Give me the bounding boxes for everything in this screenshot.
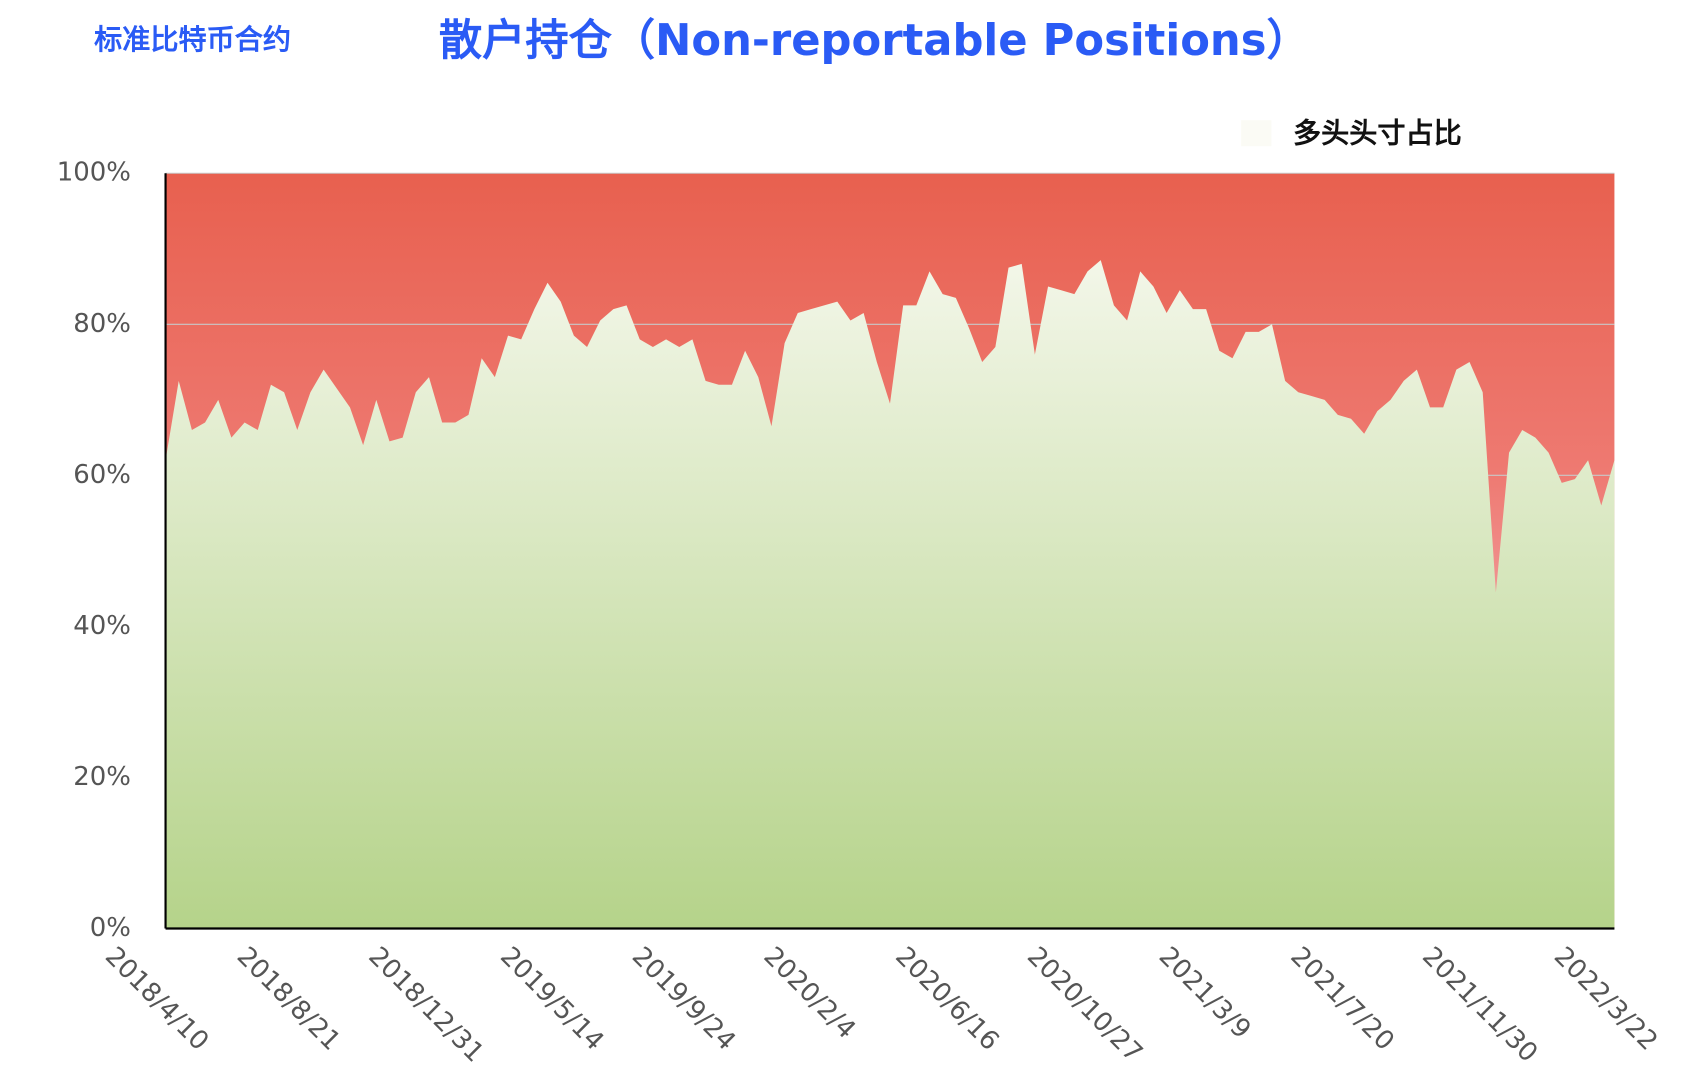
y-tick-label: 20% xyxy=(73,762,131,792)
y-tick-label: 60% xyxy=(73,460,131,490)
chart-title: 散户持仓（Non-reportable Positions） xyxy=(439,16,1310,66)
y-tick-label: 0% xyxy=(90,913,131,943)
x-tick-label: 2021/11/30 xyxy=(1416,941,1543,1068)
x-tick-label: 2020/10/27 xyxy=(1021,941,1148,1068)
x-tick-label: 2018/12/31 xyxy=(362,941,489,1068)
x-tick-label: 2020/2/4 xyxy=(758,941,862,1045)
area xyxy=(165,260,1615,929)
x-tick-label: 2021/7/20 xyxy=(1284,941,1399,1056)
legend-swatch xyxy=(1241,120,1272,147)
x-tick-label: 2020/6/16 xyxy=(889,941,1004,1056)
y-tick-label: 100% xyxy=(57,158,131,188)
x-tick-label: 2021/3/9 xyxy=(1153,941,1257,1045)
y-tick-label: 80% xyxy=(73,309,131,339)
x-tick-label: 2022/3/22 xyxy=(1548,941,1663,1056)
x-tick-label: 2019/9/24 xyxy=(626,941,741,1056)
x-tick-label: 2018/8/21 xyxy=(231,941,346,1056)
y-tick-label: 40% xyxy=(73,611,131,641)
x-tick-label: 2018/4/10 xyxy=(99,941,214,1056)
x-tick-label: 2019/5/14 xyxy=(494,941,609,1056)
legend-label: 多头头寸占比 xyxy=(1293,116,1462,149)
chart-subtitle: 标准比特币合约 xyxy=(94,23,291,56)
